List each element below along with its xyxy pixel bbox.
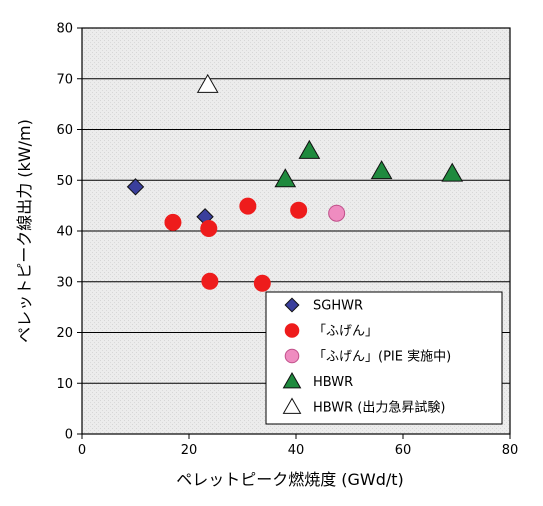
x-tick-label: 40 xyxy=(288,443,305,458)
data-point-series-2 xyxy=(164,213,182,231)
data-point-series-2 xyxy=(239,197,257,215)
y-tick-label: 60 xyxy=(56,123,73,138)
legend: SGHWR 「ふげん」「ふげん」(PIE 実施中) HBWR HBWR (出力急昇試験… xyxy=(265,291,503,425)
data-point-series-1 xyxy=(126,178,145,196)
y-axis-title: ペレットピーク線出力 (kW/m) xyxy=(15,119,34,343)
legend-marker-3 xyxy=(284,348,300,364)
x-axis-title: ペレットピーク燃焼度 (GWd/t) xyxy=(176,470,404,489)
y-tick-label: 20 xyxy=(56,326,73,341)
y-tick-label: 30 xyxy=(56,275,73,290)
data-point-series-2 xyxy=(253,274,271,292)
data-point-series-5 xyxy=(196,73,219,93)
y-tick-label: 0 xyxy=(65,428,73,443)
data-point-series-4 xyxy=(274,168,297,188)
y-tick-label: 70 xyxy=(56,72,73,87)
y-tick-label: 80 xyxy=(56,22,73,37)
x-tick-label: 60 xyxy=(395,443,412,458)
data-point-series-2 xyxy=(201,272,219,290)
data-point-series-4 xyxy=(298,139,321,159)
y-tick-label: 40 xyxy=(56,225,73,240)
legend-label-1: SGHWR xyxy=(313,299,363,314)
legend-box xyxy=(265,291,503,425)
data-point-series-4 xyxy=(441,162,464,182)
x-tick-label: 0 xyxy=(78,443,86,458)
axis-ticks xyxy=(77,27,511,439)
data-point-series-3 xyxy=(328,204,346,222)
data-point-series-4 xyxy=(370,160,393,180)
x-tick-label: 80 xyxy=(502,443,519,458)
data-point-series-2 xyxy=(290,201,308,219)
data-point-series-2 xyxy=(200,219,218,237)
y-tick-label: 50 xyxy=(56,174,73,189)
legend-marker-2 xyxy=(284,323,300,338)
legend-label-5: HBWR (出力急昇試験) xyxy=(313,400,445,416)
legend-marker-4 xyxy=(282,371,302,389)
legend-label-3: 「ふげん」(PIE 実施中) xyxy=(313,349,451,365)
legend-label-4: HBWR xyxy=(313,375,353,390)
x-tick-label: 20 xyxy=(181,443,198,458)
y-tick-label: 10 xyxy=(56,377,73,392)
legend-label-2: 「ふげん」 xyxy=(313,324,378,339)
legend-marker-1 xyxy=(284,297,300,313)
tick-labels: 0 10 20 30 40 50 60 70 80 0 20 40 60 80 xyxy=(56,22,518,459)
data-points xyxy=(126,73,464,292)
legend-marker-5 xyxy=(282,397,302,414)
